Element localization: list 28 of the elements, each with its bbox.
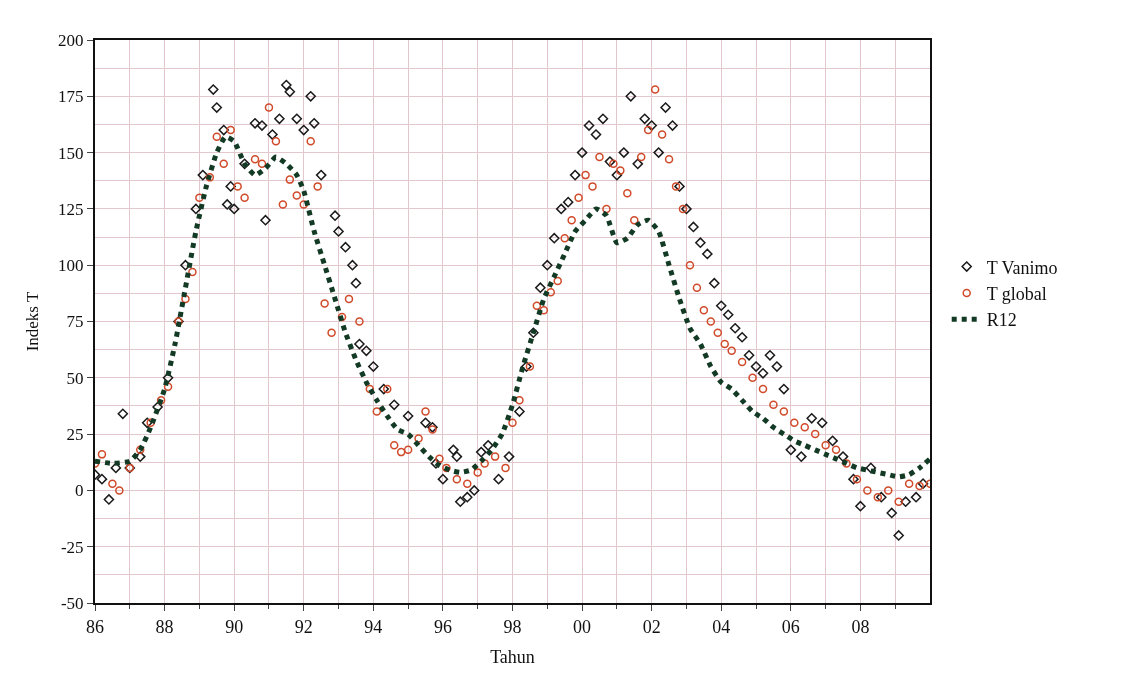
x-tick-label: 06 [781,616,800,637]
y-tick-label: 100 [58,256,84,276]
y-tick-label: 50 [66,368,84,388]
x-tick-label: 08 [851,616,870,637]
x-tick-label: 90 [225,616,244,637]
x-tick-label: 02 [642,616,661,637]
y-tick-label: -25 [60,537,84,557]
x-tick-label: 00 [573,616,592,637]
x-tick-label: 88 [155,616,174,637]
x-tick-label: 92 [294,616,313,637]
y-tick-label: -50 [60,593,84,613]
x-axis-title: Tahun [490,647,535,668]
legend-label: T Vanimo [986,257,1058,278]
y-axis-title: Indeks T [23,291,43,352]
x-tick-label: 96 [433,616,452,637]
y-tick-label: 75 [66,312,84,332]
y-tick-label: 200 [58,30,84,50]
x-tick-label: 86 [86,616,104,637]
y-tick-label: 25 [66,425,84,445]
legend-label: R12 [986,310,1017,331]
y-tick-label: 150 [58,143,84,163]
x-tick-label: 98 [503,616,522,637]
y-tick-label: 175 [58,87,84,107]
y-tick-label: 0 [75,481,84,501]
x-tick-label: 04 [712,616,731,637]
x-tick-label: 94 [364,616,383,637]
legend-label: T global [986,283,1047,304]
y-tick-label: 125 [58,199,84,219]
